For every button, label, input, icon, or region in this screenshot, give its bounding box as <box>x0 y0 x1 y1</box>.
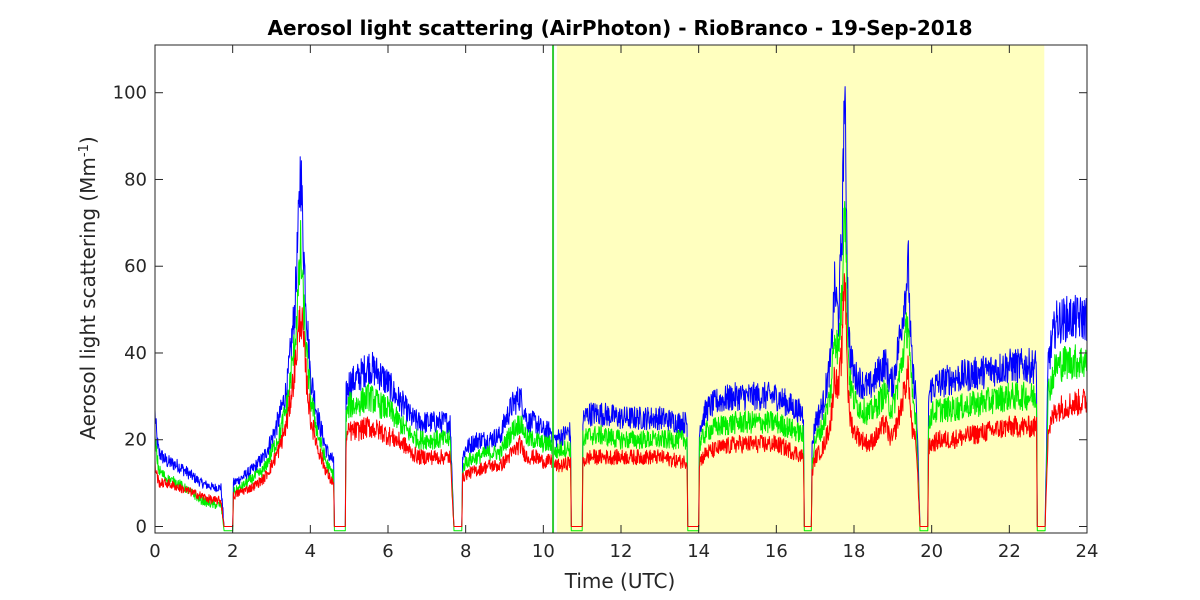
chart-title: Aerosol light scattering (AirPhoton) - R… <box>268 16 973 40</box>
x-tick-label: 22 <box>998 541 1021 562</box>
x-ticks: 0 2 4 6 8 10 12 14 16 18 20 22 24 <box>149 45 1098 562</box>
y-axis-title-close: ) <box>76 136 100 144</box>
series-line-3 <box>154 273 1088 527</box>
y-tick-label: 0 <box>136 516 147 537</box>
y-tick-label: 20 <box>124 430 147 451</box>
y-tick-label: 60 <box>124 256 147 277</box>
y-tick-label: 100 <box>113 83 147 104</box>
x-tick-label: 10 <box>532 541 555 562</box>
series-lines <box>154 86 1088 532</box>
y-axis-title-sup: -1 <box>77 144 92 157</box>
y-ticks: 0 20 40 60 80 100 <box>113 83 1087 537</box>
x-tick-label: 14 <box>687 541 710 562</box>
x-tick-label: 24 <box>1076 541 1099 562</box>
x-tick-label: 20 <box>920 541 943 562</box>
y-tick-label: 40 <box>124 343 147 364</box>
x-tick-label: 2 <box>227 541 238 562</box>
x-tick-label: 16 <box>765 541 788 562</box>
x-tick-label: 4 <box>305 541 316 562</box>
x-tick-label: 6 <box>382 541 393 562</box>
x-tick-label: 8 <box>460 541 471 562</box>
y-tick-label: 80 <box>124 169 147 190</box>
x-axis-title: Time (UTC) <box>564 569 676 593</box>
series-line-1 <box>154 86 1088 527</box>
x-tick-label: 18 <box>843 541 866 562</box>
x-tick-label: 0 <box>149 541 160 562</box>
series-line-2 <box>154 201 1088 532</box>
x-tick-label: 12 <box>610 541 633 562</box>
y-axis-title-main: Aerosol light scattering (Mm <box>76 157 100 440</box>
y-axis-title: Aerosol light scattering (Mm-1) <box>76 136 100 439</box>
